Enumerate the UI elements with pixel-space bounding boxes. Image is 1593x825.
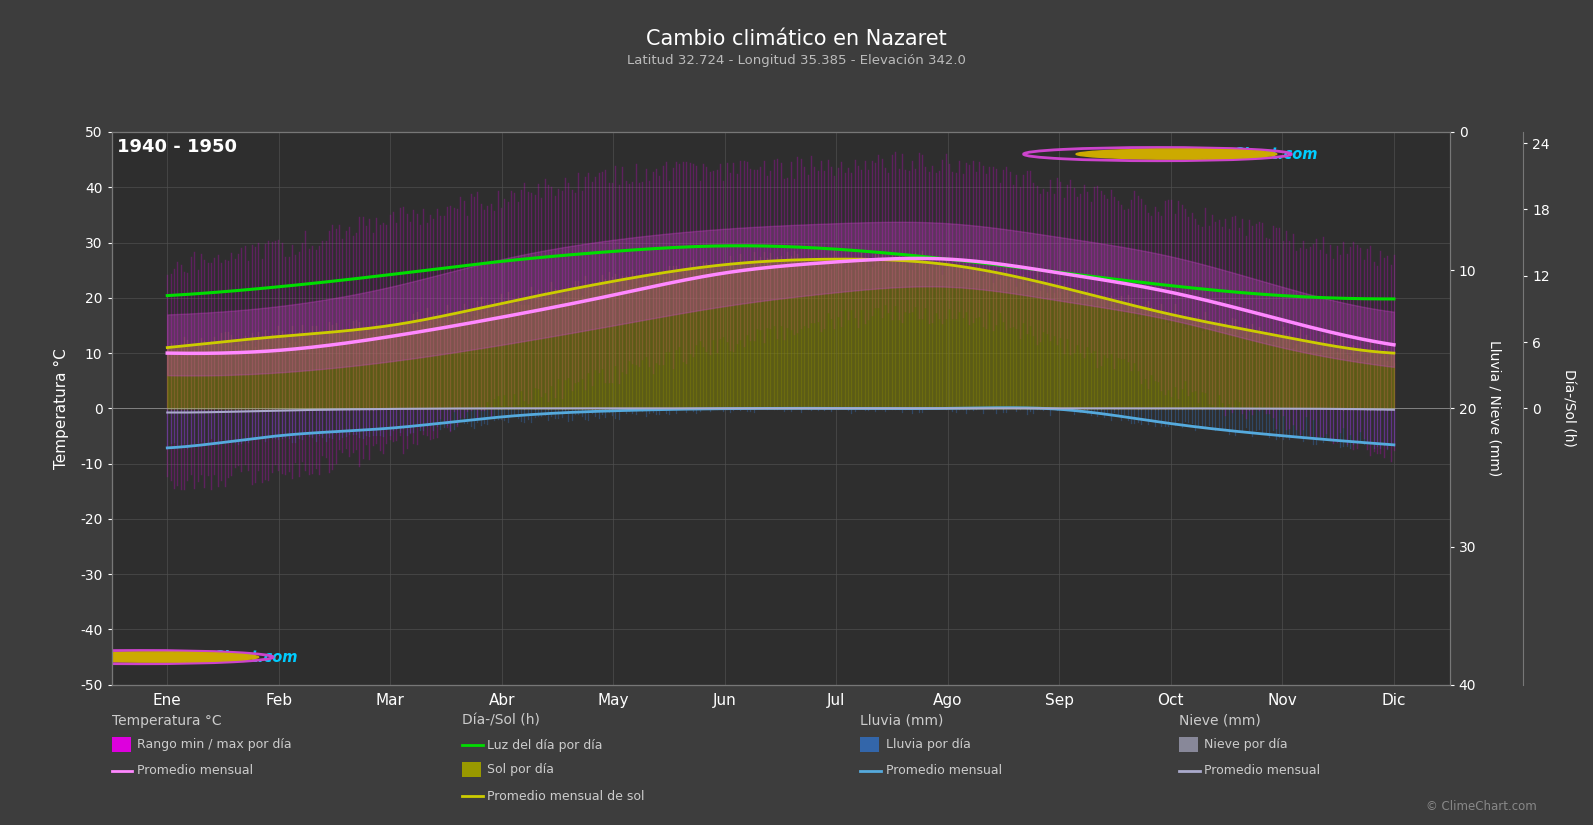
Text: ClimeChart.com: ClimeChart.com — [167, 649, 298, 665]
Text: Nieve por día: Nieve por día — [1204, 738, 1287, 751]
Text: Lluvia (mm): Lluvia (mm) — [860, 714, 943, 728]
Text: Promedio mensual: Promedio mensual — [1204, 764, 1321, 777]
Text: 1940 - 1950: 1940 - 1950 — [118, 138, 237, 156]
Y-axis label: Día-/Sol (h): Día-/Sol (h) — [1561, 370, 1575, 447]
Text: Lluvia por día: Lluvia por día — [886, 738, 970, 751]
Text: Promedio mensual: Promedio mensual — [886, 764, 1002, 777]
Text: Promedio mensual de sol: Promedio mensual de sol — [487, 790, 645, 803]
Text: Promedio mensual: Promedio mensual — [137, 764, 253, 777]
Y-axis label: Temperatura °C: Temperatura °C — [54, 348, 68, 469]
Text: Nieve (mm): Nieve (mm) — [1179, 714, 1260, 728]
Circle shape — [1077, 149, 1278, 159]
Text: Latitud 32.724 - Longitud 35.385 - Elevación 342.0: Latitud 32.724 - Longitud 35.385 - Eleva… — [628, 54, 965, 67]
Text: Temperatura °C: Temperatura °C — [112, 714, 221, 728]
Text: Cambio climático en Nazaret: Cambio climático en Nazaret — [647, 29, 946, 49]
Text: © ClimeChart.com: © ClimeChart.com — [1426, 799, 1537, 813]
Text: Rango min / max por día: Rango min / max por día — [137, 738, 292, 751]
Text: Día-/Sol (h): Día-/Sol (h) — [462, 714, 540, 728]
Text: Sol por día: Sol por día — [487, 763, 554, 776]
Text: ClimeChart.com: ClimeChart.com — [1187, 147, 1317, 162]
Y-axis label: Lluvia / Nieve (mm): Lluvia / Nieve (mm) — [1488, 340, 1501, 477]
Circle shape — [57, 652, 258, 662]
Text: Luz del día por día: Luz del día por día — [487, 738, 604, 752]
